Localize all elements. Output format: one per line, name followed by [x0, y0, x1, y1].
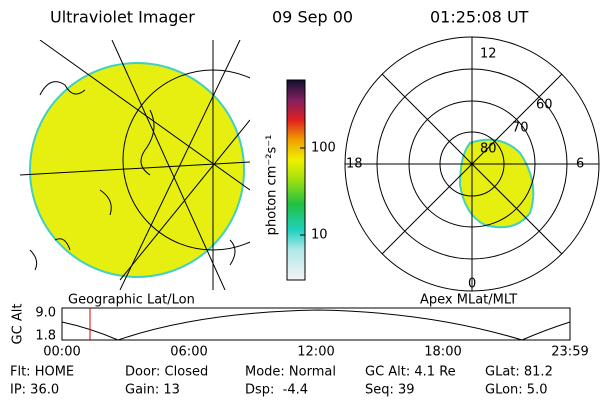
- colorbar: [286, 79, 306, 281]
- altitude-xtick: 12:00: [297, 345, 334, 360]
- altitude-xtick: 23:59: [551, 345, 588, 360]
- altitude-xtick: 00:00: [43, 345, 80, 360]
- lat-label: 80: [480, 142, 497, 157]
- time: 01:25:08 UT: [430, 8, 529, 27]
- info-field: Dsp: -4.4: [245, 383, 308, 398]
- info-field: GC Alt: 4.1 Re: [365, 365, 456, 380]
- altitude-ytick: 1.8: [35, 329, 56, 344]
- lat-label: 70: [512, 121, 529, 136]
- date: 09 Sep 00: [272, 8, 353, 27]
- mlt-label: 12: [480, 47, 497, 62]
- mlt-label: 18: [346, 157, 363, 172]
- right-label: Apex MLat/MLT: [420, 293, 517, 308]
- altitude-box: [61, 307, 571, 341]
- lat-label: 60: [536, 98, 553, 113]
- info-field: Gain: 13: [125, 383, 180, 398]
- altitude-ylabel: GC Alt: [11, 304, 26, 345]
- info-field: IP: 36.0: [10, 383, 59, 398]
- polar-plot: [344, 36, 600, 292]
- info-field: Flt: HOME: [10, 365, 74, 380]
- info-field: GLat: 81.2: [485, 365, 553, 380]
- info-field: Door: Closed: [125, 365, 208, 380]
- info-field: Seq: 39: [365, 383, 415, 398]
- title: Ultraviolet Imager: [50, 8, 195, 27]
- altitude-curve: [61, 309, 571, 341]
- mlt-label: 0: [468, 277, 476, 292]
- left-label: Geographic Lat/Lon: [68, 293, 195, 308]
- altitude-xtick: 18:00: [424, 345, 461, 360]
- info-field: Mode: Normal: [245, 365, 336, 380]
- geo-image: [20, 40, 250, 290]
- info-field: GLon: 5.0: [485, 383, 547, 398]
- colorbar-tick: 100: [311, 141, 336, 156]
- altitude-xtick: 06:00: [170, 345, 207, 360]
- altitude-ytick: 9.0: [35, 306, 56, 321]
- colorbar-label: photon cm⁻²s⁻¹: [265, 135, 280, 236]
- mlt-label: 6: [576, 157, 584, 172]
- colorbar-tick: 10: [311, 228, 328, 243]
